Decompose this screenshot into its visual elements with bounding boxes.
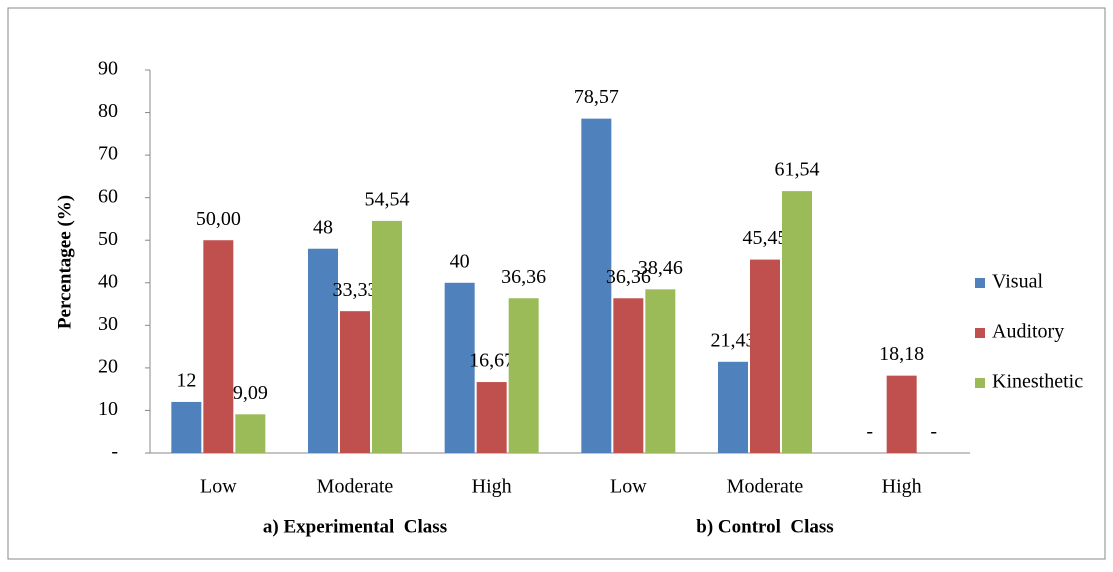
bar — [581, 118, 612, 454]
value-label: 78,57 — [574, 86, 619, 108]
legend-label: Visual — [992, 271, 1043, 293]
value-label: - — [930, 421, 937, 443]
bar — [750, 259, 780, 453]
bar — [613, 298, 644, 453]
y-tick-label: 40 — [98, 270, 118, 292]
value-label: - — [866, 421, 873, 443]
legend-label: Kinesthetic — [992, 371, 1083, 393]
value-label: 9,09 — [233, 382, 268, 404]
y-tick-label: 90 — [98, 58, 118, 80]
bar — [203, 240, 234, 453]
bar — [372, 220, 402, 453]
bar — [235, 414, 266, 453]
y-tick-label: 10 — [98, 398, 118, 420]
bar — [782, 191, 812, 454]
y-tick-label: 80 — [98, 100, 118, 122]
legend-swatch — [975, 328, 985, 338]
bar — [171, 401, 202, 453]
x-tick-label: Low — [610, 476, 647, 498]
group-label: a) Experimental Class — [263, 516, 447, 537]
x-tick-label: High — [882, 476, 922, 498]
bar — [308, 248, 338, 453]
legend-swatch — [975, 278, 985, 288]
value-label: 38,46 — [638, 257, 683, 279]
bar — [645, 289, 676, 453]
y-tick-label: 60 — [98, 185, 118, 207]
bar — [476, 382, 507, 453]
x-tick-label: High — [472, 476, 512, 498]
bar — [444, 282, 475, 453]
y-tick-label: 30 — [98, 313, 118, 335]
value-label: 48 — [313, 216, 333, 238]
bar — [340, 311, 370, 453]
value-label: 36,36 — [606, 266, 651, 288]
y-tick-label: 50 — [98, 228, 118, 250]
legend-swatch — [975, 378, 985, 388]
bar — [718, 361, 748, 453]
x-tick-label: Moderate — [317, 476, 394, 498]
value-label: 18,18 — [879, 343, 924, 365]
y-tick-label: 70 — [98, 143, 118, 165]
y-tick-label: 20 — [98, 355, 118, 377]
x-tick-label: Moderate — [727, 476, 804, 498]
legend-label: Auditory — [992, 321, 1064, 343]
value-label: 12 — [176, 370, 196, 392]
value-label: 50,00 — [196, 208, 241, 230]
bar — [508, 298, 539, 453]
group-label: b) Control Class — [696, 516, 833, 537]
value-label: 61,54 — [775, 159, 820, 181]
x-tick-label: Low — [200, 476, 237, 498]
value-label: 54,54 — [365, 188, 410, 210]
bar — [886, 375, 917, 453]
value-label: 21,43 — [711, 329, 756, 351]
value-label: 40 — [450, 250, 470, 272]
y-tick-label: - — [111, 441, 118, 463]
value-label: 36,36 — [501, 266, 546, 288]
value-label: 33,33 — [333, 279, 378, 301]
chart-border — [7, 7, 1106, 560]
y-axis-title: Percentagee (%) — [54, 195, 75, 329]
value-label: 16,67 — [469, 350, 514, 372]
value-label: 45,45 — [743, 227, 788, 249]
